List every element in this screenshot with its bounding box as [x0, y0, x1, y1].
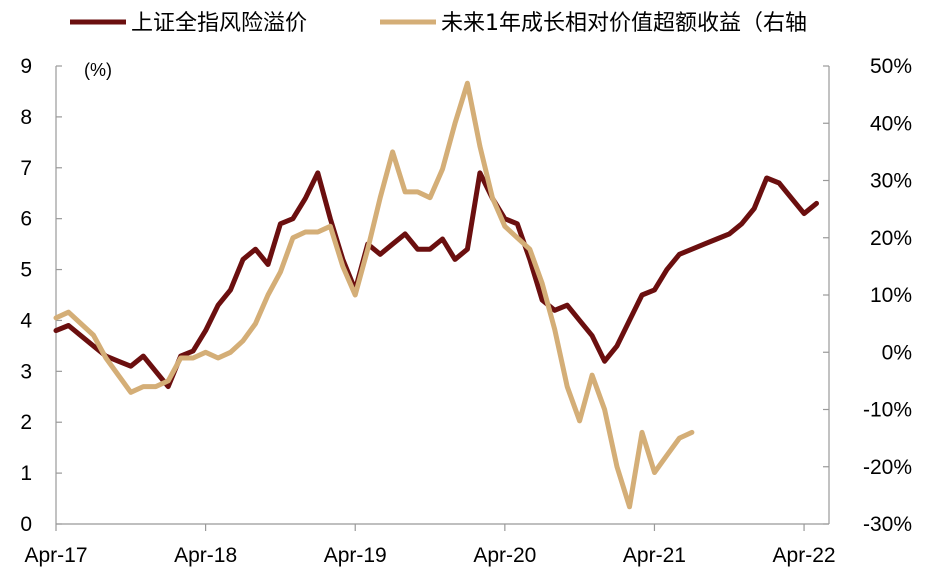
x-tick-label: Apr-20 — [473, 544, 536, 567]
y-left-tick-label: 7 — [20, 157, 32, 180]
y-left-tick-label: 5 — [20, 259, 32, 282]
x-tick-label: Apr-19 — [324, 544, 387, 567]
x-tick-label: Apr-17 — [24, 544, 87, 567]
y-left-tick-label: 4 — [20, 309, 32, 332]
x-tick-label: Apr-18 — [174, 544, 237, 567]
legend-label-series-2: 未来1年成长相对价值超额收益（右轴 — [441, 11, 807, 36]
y-right-tick-label: 40% — [870, 112, 912, 135]
y-left-tick-label: 6 — [20, 208, 32, 231]
series-line-1 — [53, 170, 819, 390]
y-left-tick-label: 2 — [20, 411, 32, 434]
x-tick-label: Apr-21 — [623, 544, 686, 567]
y-left-tick-label: 8 — [20, 106, 32, 129]
y-right-tick-label: -20% — [863, 456, 912, 479]
y-left-tick-label: 3 — [20, 360, 32, 383]
unit-label: (%) — [84, 60, 112, 80]
legend-label-series-1: 上证全指风险溢价 — [131, 11, 307, 36]
series-line-2 — [53, 80, 695, 510]
x-tick-label: Apr-22 — [773, 544, 836, 567]
y-right-tick-label: -30% — [863, 513, 912, 536]
legend: 上证全指风险溢价 未来1年成长相对价值超额收益（右轴 — [70, 11, 807, 36]
y-left-tick-label: 1 — [20, 462, 32, 485]
y-right-tick-label: 50% — [870, 55, 912, 78]
series-layer — [53, 80, 819, 510]
y-left-tick-label: 9 — [20, 55, 32, 78]
y-right-tick-label: 30% — [870, 170, 912, 193]
y-left-tick-label: 0 — [20, 513, 32, 536]
y-right-tick-label: 10% — [870, 284, 912, 307]
y-right-tick-label: 0% — [882, 341, 912, 364]
y-right-tick-label: -10% — [863, 399, 912, 422]
axes: 0 1 2 3 4 5 6 7 8 9 -30% -20% -10% 0% 10% 20% 30% 40% 50% A… — [20, 55, 912, 567]
y-right-tick-label: 20% — [870, 227, 912, 250]
